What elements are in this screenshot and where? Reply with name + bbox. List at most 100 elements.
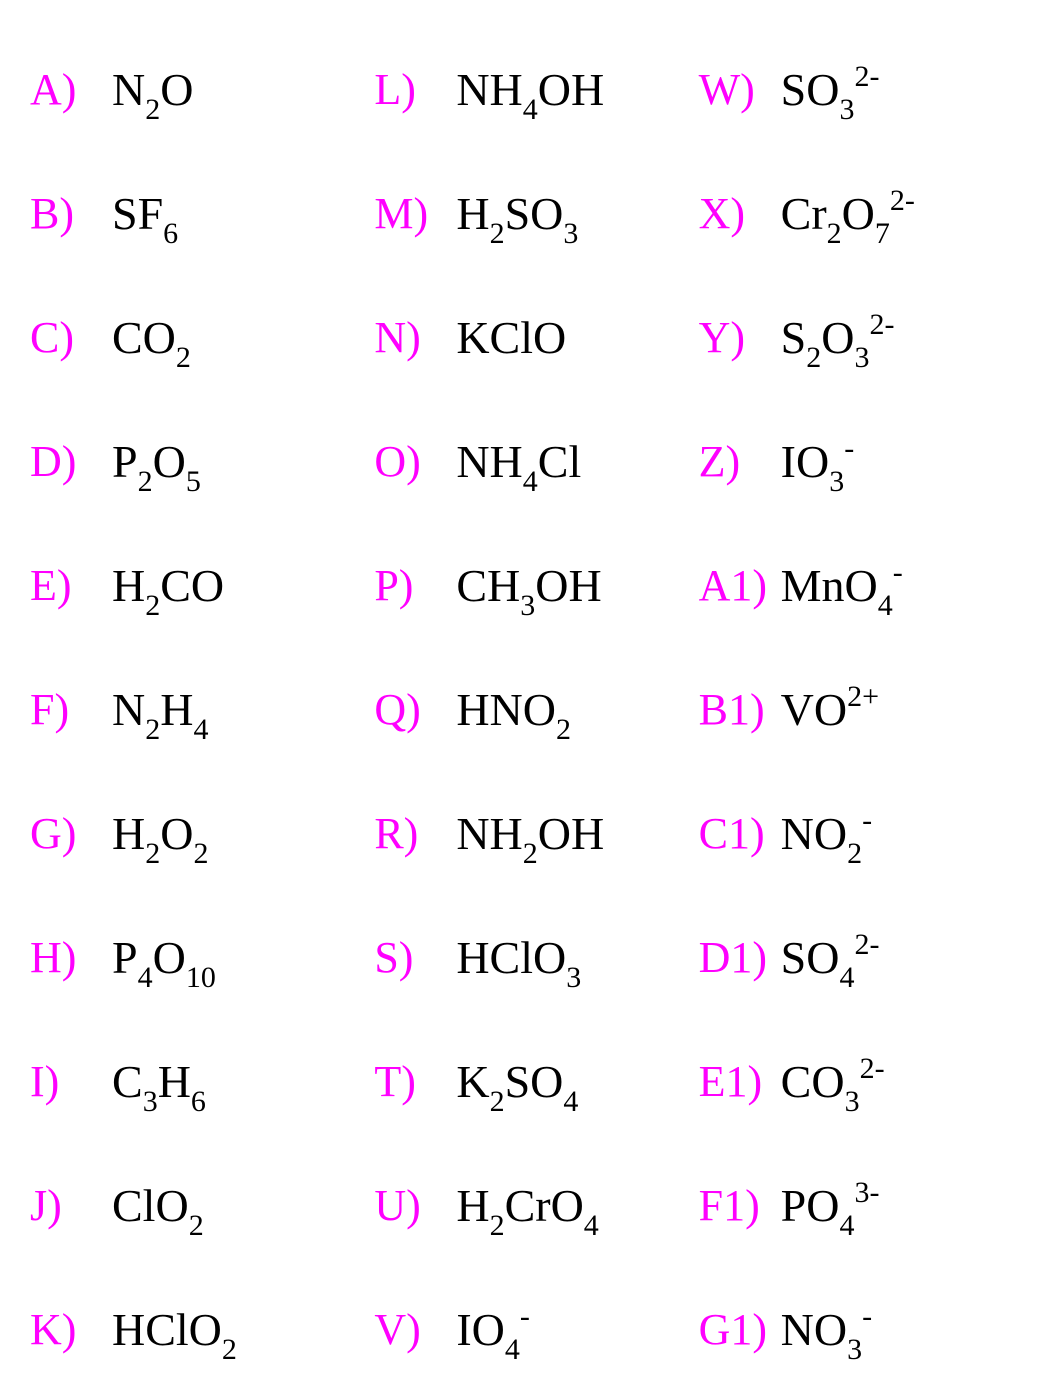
chemical-formula: N2H4 xyxy=(112,683,208,736)
item-label: T) xyxy=(374,1056,444,1107)
item-label: U) xyxy=(374,1180,444,1231)
item-label: C) xyxy=(30,312,100,363)
chemical-formula: NH2OH xyxy=(456,807,604,860)
page: A)N2OL)NH4OHW)SO32-B)SF6M)H2SO3X)Cr2O72-… xyxy=(0,0,1053,1385)
item-label: Q) xyxy=(374,684,444,735)
chemical-formula: S2O32- xyxy=(781,311,895,364)
item-label: P) xyxy=(374,560,444,611)
chemical-formula: H2CrO4 xyxy=(456,1179,598,1232)
chemical-formula: Cr2O72- xyxy=(781,187,915,240)
formula-cell: L)NH4OH xyxy=(364,30,698,148)
formula-cell: G)H2O2 xyxy=(30,774,364,892)
item-label: Y) xyxy=(699,312,769,363)
formula-cell: D1)SO42- xyxy=(699,898,1033,1016)
chemical-formula: CO2 xyxy=(112,311,191,364)
formula-cell: U)H2CrO4 xyxy=(364,1146,698,1264)
item-label: A1) xyxy=(699,560,769,611)
formula-cell: F)N2H4 xyxy=(30,650,364,768)
formula-cell: D)P2O5 xyxy=(30,402,364,520)
item-label: G1) xyxy=(699,1304,769,1355)
chemical-formula: P2O5 xyxy=(112,435,201,488)
formula-cell: C)CO2 xyxy=(30,278,364,396)
item-label: E) xyxy=(30,560,100,611)
formula-cell: J)ClO2 xyxy=(30,1146,364,1264)
item-label: W) xyxy=(699,64,769,115)
item-label: D) xyxy=(30,436,100,487)
formula-cell: B)SF6 xyxy=(30,154,364,272)
formula-cell: P)CH3OH xyxy=(364,526,698,644)
chemical-formula: KClO xyxy=(456,311,566,364)
chemical-formula: H2O2 xyxy=(112,807,208,860)
item-label: B) xyxy=(30,188,100,239)
chemical-formula: ClO2 xyxy=(112,1179,204,1232)
formula-cell: C1)NO2- xyxy=(699,774,1033,892)
chemical-formula: SO42- xyxy=(781,931,880,984)
item-label: Z) xyxy=(699,436,769,487)
item-label: F) xyxy=(30,684,100,735)
formula-cell: H)P4O10 xyxy=(30,898,364,1016)
formula-cell: F1)PO43- xyxy=(699,1146,1033,1264)
formula-cell: A1)MnO4- xyxy=(699,526,1033,644)
item-label: B1) xyxy=(699,684,769,735)
chemical-formula: H2SO3 xyxy=(456,187,578,240)
item-label: F1) xyxy=(699,1180,769,1231)
formula-cell: A)N2O xyxy=(30,30,364,148)
formula-cell: S)HClO3 xyxy=(364,898,698,1016)
formula-cell: N)KClO xyxy=(364,278,698,396)
formula-cell: E)H2CO xyxy=(30,526,364,644)
item-label: O) xyxy=(374,436,444,487)
formula-cell: K)HClO2 xyxy=(30,1270,364,1388)
item-label: A) xyxy=(30,64,100,115)
chemical-formula: P4O10 xyxy=(112,931,216,984)
formula-cell: E1)CO32- xyxy=(699,1022,1033,1140)
chemical-formula: HNO2 xyxy=(456,683,571,736)
item-label: C1) xyxy=(699,808,769,859)
formula-cell: O)NH4Cl xyxy=(364,402,698,520)
chemical-formula: HClO3 xyxy=(456,931,581,984)
formula-cell: Q)HNO2 xyxy=(364,650,698,768)
formula-cell: Z)IO3- xyxy=(699,402,1033,520)
chemical-formula: SO32- xyxy=(781,63,880,116)
item-label: I) xyxy=(30,1056,100,1107)
item-label: X) xyxy=(699,188,769,239)
chemical-formula: SF6 xyxy=(112,187,178,240)
formula-cell: V)IO4- xyxy=(364,1270,698,1388)
chemical-formula: NO3- xyxy=(781,1303,872,1356)
formula-cell: M)H2SO3 xyxy=(364,154,698,272)
chemical-formula: NO2- xyxy=(781,807,872,860)
item-label: E1) xyxy=(699,1056,769,1107)
formula-cell: W)SO32- xyxy=(699,30,1033,148)
item-label: N) xyxy=(374,312,444,363)
item-label: V) xyxy=(374,1304,444,1355)
item-label: D1) xyxy=(699,932,769,983)
formula-cell: X)Cr2O72- xyxy=(699,154,1033,272)
chemical-formula: NH4OH xyxy=(456,63,604,116)
formula-cell: G1)NO3- xyxy=(699,1270,1033,1388)
formula-cell: B1)VO2+ xyxy=(699,650,1033,768)
item-label: J) xyxy=(30,1180,100,1231)
chemical-formula: PO43- xyxy=(781,1179,880,1232)
formula-grid: A)N2OL)NH4OHW)SO32-B)SF6M)H2SO3X)Cr2O72-… xyxy=(30,30,1033,1388)
chemical-formula: CH3OH xyxy=(456,559,601,612)
chemical-formula: HClO2 xyxy=(112,1303,237,1356)
item-label: L) xyxy=(374,64,444,115)
item-label: G) xyxy=(30,808,100,859)
formula-cell: Y)S2O32- xyxy=(699,278,1033,396)
chemical-formula: IO4- xyxy=(456,1303,530,1356)
formula-cell: I)C3H6 xyxy=(30,1022,364,1140)
chemical-formula: K2SO4 xyxy=(456,1055,578,1108)
item-label: K) xyxy=(30,1304,100,1355)
item-label: H) xyxy=(30,932,100,983)
chemical-formula: CO32- xyxy=(781,1055,885,1108)
chemical-formula: H2CO xyxy=(112,559,224,612)
chemical-formula: VO2+ xyxy=(781,683,879,736)
chemical-formula: MnO4- xyxy=(781,559,903,612)
item-label: S) xyxy=(374,932,444,983)
formula-cell: R)NH2OH xyxy=(364,774,698,892)
chemical-formula: IO3- xyxy=(781,435,855,488)
item-label: M) xyxy=(374,188,444,239)
chemical-formula: NH4Cl xyxy=(456,435,581,488)
chemical-formula: N2O xyxy=(112,63,193,116)
item-label: R) xyxy=(374,808,444,859)
formula-cell: T)K2SO4 xyxy=(364,1022,698,1140)
